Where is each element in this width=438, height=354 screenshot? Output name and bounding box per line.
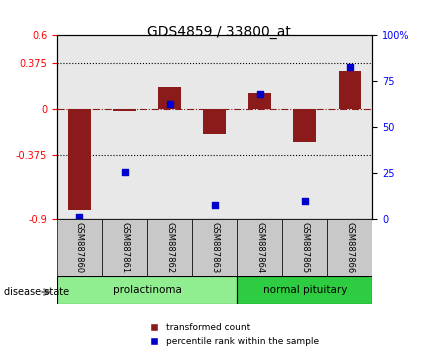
Point <box>76 214 83 219</box>
Bar <box>68 109 91 210</box>
Text: GSM887863: GSM887863 <box>210 222 219 273</box>
FancyBboxPatch shape <box>147 219 192 276</box>
Legend: transformed count, percentile rank within the sample: transformed count, percentile rank withi… <box>141 320 323 349</box>
FancyBboxPatch shape <box>57 219 102 276</box>
Point <box>346 64 353 69</box>
Bar <box>203 109 226 133</box>
Text: GSM887865: GSM887865 <box>300 222 309 273</box>
Bar <box>158 87 181 109</box>
Text: GSM887860: GSM887860 <box>75 222 84 273</box>
Text: disease state: disease state <box>4 287 70 297</box>
Bar <box>248 93 271 109</box>
FancyBboxPatch shape <box>192 219 237 276</box>
Text: GSM887862: GSM887862 <box>165 222 174 273</box>
Bar <box>339 71 361 109</box>
FancyBboxPatch shape <box>237 276 372 304</box>
Bar <box>293 109 316 142</box>
Text: GDS4859 / 33800_at: GDS4859 / 33800_at <box>147 25 291 39</box>
Text: prolactinoma: prolactinoma <box>113 285 181 295</box>
Text: GSM887866: GSM887866 <box>345 222 354 273</box>
Bar <box>113 109 136 112</box>
Text: GSM887864: GSM887864 <box>255 222 264 273</box>
FancyBboxPatch shape <box>57 276 237 304</box>
Text: normal pituitary: normal pituitary <box>262 285 347 295</box>
Point <box>121 169 128 175</box>
Point <box>166 101 173 106</box>
Point <box>211 202 218 207</box>
FancyBboxPatch shape <box>102 219 147 276</box>
FancyBboxPatch shape <box>237 219 282 276</box>
FancyBboxPatch shape <box>327 219 372 276</box>
Text: GSM887861: GSM887861 <box>120 222 129 273</box>
FancyBboxPatch shape <box>282 219 327 276</box>
Point <box>301 198 308 204</box>
Point <box>256 91 263 97</box>
